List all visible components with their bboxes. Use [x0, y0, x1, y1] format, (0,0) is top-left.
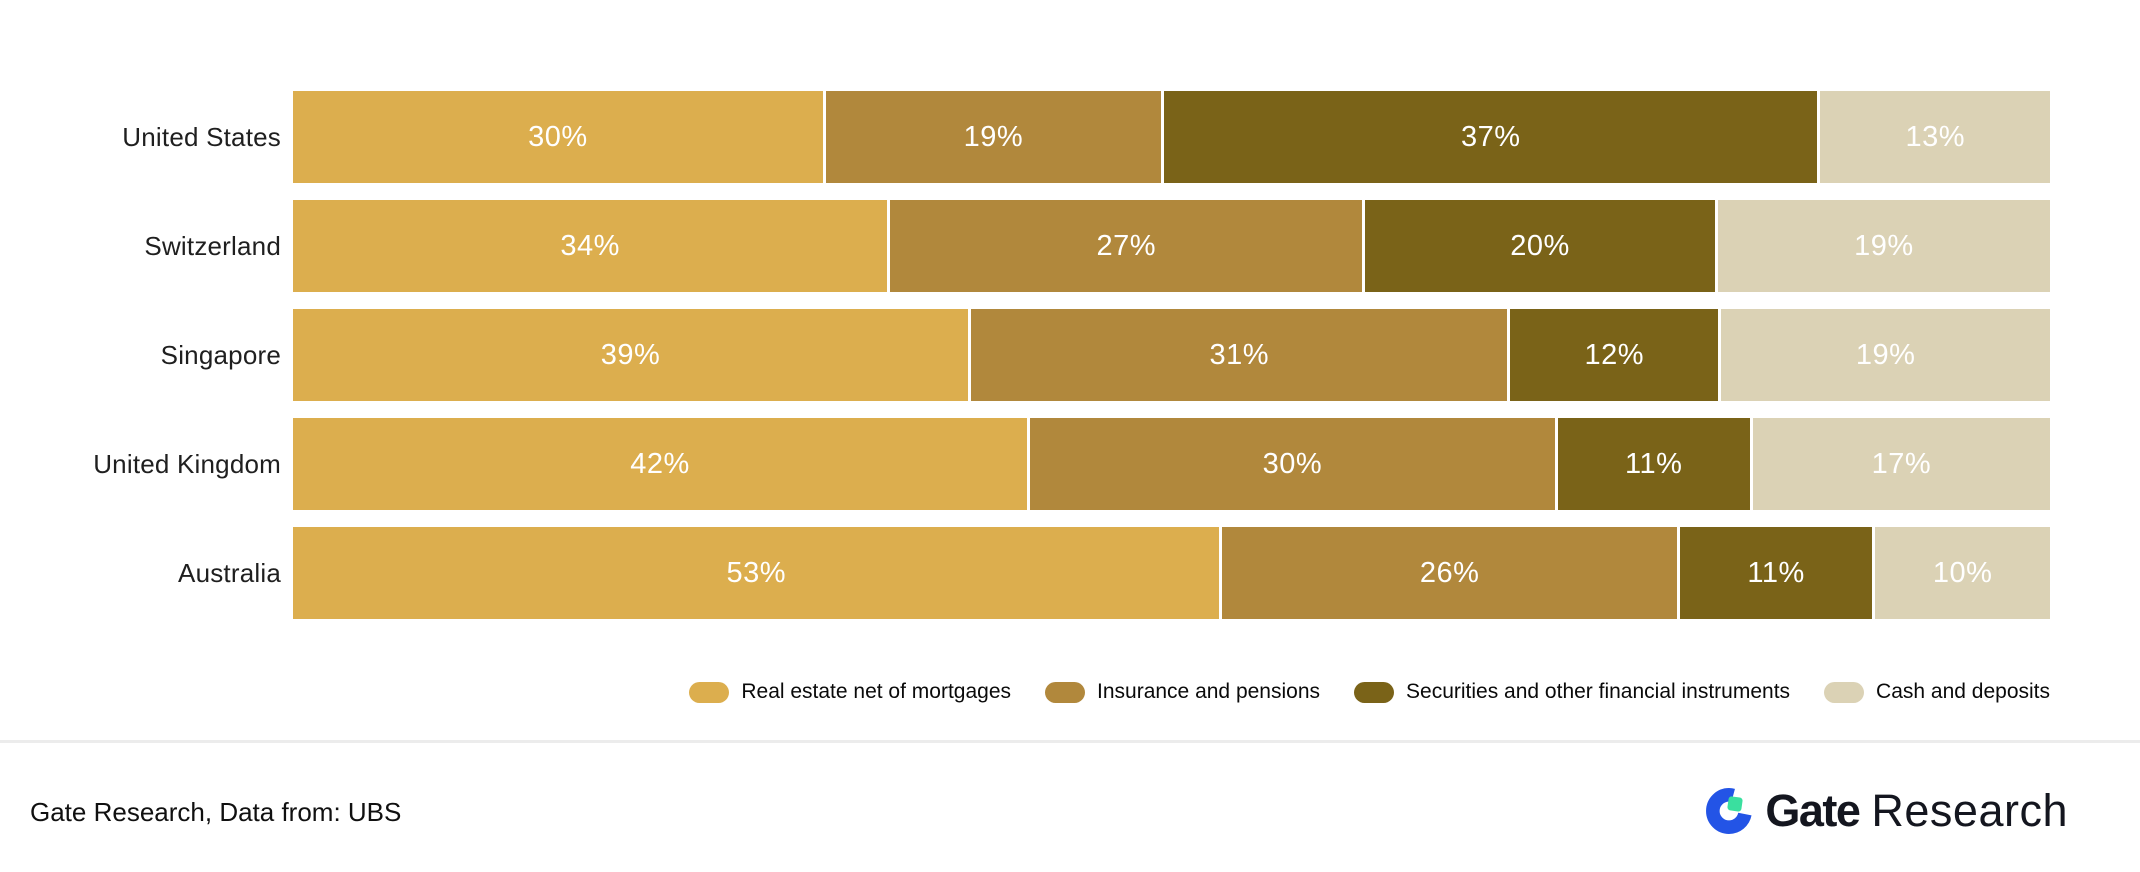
segment-value-label: 19% [1854, 229, 1914, 262]
stacked-bar-chart: United States 30% 19% 37% 13% Switzerland 34% 2… [0, 91, 2050, 636]
segment-value-label: 30% [1262, 447, 1323, 480]
stacked-bar: 42% 30% 11% 17% [293, 418, 2050, 510]
bar-segment: 19% [1721, 309, 2050, 401]
segment-value-label: 53% [726, 556, 786, 589]
legend-swatch [689, 681, 730, 703]
logo-brand-text: Gate [1765, 785, 1861, 836]
category-label: United States [122, 121, 281, 152]
legend-item: Real estate net of mortgages [689, 680, 1011, 704]
segment-value-label: 34% [560, 229, 620, 262]
legend-swatch [1354, 681, 1395, 703]
bar-segment: 19% [825, 91, 1162, 183]
legend-swatch [1045, 681, 1086, 703]
legend-item: Insurance and pensions [1045, 680, 1320, 704]
legend-item: Securities and other financial instrumen… [1354, 680, 1790, 704]
category-label: United Kingdom [93, 448, 281, 479]
chart-row: Singapore 39% 31% 12% 19% [0, 309, 2050, 401]
bar-segment: 12% [1510, 309, 1719, 401]
bar-segment: 13% [1820, 91, 2050, 183]
segment-value-label: 10% [1932, 556, 1993, 589]
stacked-bar: 39% 31% 12% 19% [293, 309, 2050, 401]
logo-suffix-text: Research [1871, 785, 2068, 836]
legend: Real estate net of mortgages Insurance an… [293, 680, 2050, 704]
segment-value-label: 20% [1510, 229, 1570, 262]
segment-value-label: 42% [630, 447, 690, 480]
category-label: Switzerland [144, 230, 281, 261]
segment-value-label: 17% [1871, 447, 1932, 480]
segment-value-label: 27% [1096, 229, 1157, 262]
legend-item: Cash and deposits [1824, 680, 2050, 704]
segment-value-label: 30% [528, 120, 588, 153]
bar-segment: 10% [1875, 527, 2050, 619]
bar-segment: 53% [293, 527, 1220, 619]
segment-value-label: 39% [600, 338, 661, 371]
source-note: Gate Research, Data from: UBS [30, 797, 402, 827]
bar-segment: 17% [1752, 418, 2050, 510]
segment-value-label: 13% [1905, 120, 1965, 153]
bar-segment: 27% [890, 200, 1363, 292]
gate-research-logo: Gate Research [1705, 785, 2068, 837]
segment-value-label: 37% [1461, 120, 1521, 153]
bar-segment: 30% [1030, 418, 1555, 510]
legend-swatch [1824, 681, 1865, 703]
chart-row: Switzerland 34% 27% 20% 19% [0, 200, 2050, 292]
stacked-bar: 34% 27% 20% 19% [293, 200, 2050, 292]
segment-value-label: 12% [1584, 338, 1645, 371]
segment-value-label: 31% [1209, 338, 1269, 371]
bar-segment: 34% [293, 200, 888, 292]
segment-value-label: 19% [1855, 338, 1916, 371]
footer-divider [0, 740, 2140, 743]
bar-segment: 30% [293, 91, 823, 183]
segment-value-label: 26% [1419, 556, 1480, 589]
bar-segment: 39% [293, 309, 968, 401]
bar-segment: 11% [1557, 418, 1750, 510]
chart-row: United Kingdom 42% 30% 11% 17% [0, 418, 2050, 510]
legend-label: Real estate net of mortgages [741, 680, 1012, 703]
gate-logo-icon [1706, 788, 1753, 834]
legend-label: Securities and other financial instrumen… [1406, 680, 1791, 703]
bar-segment: 11% [1679, 527, 1873, 619]
bar-segment: 20% [1365, 200, 1715, 292]
legend-label: Insurance and pensions [1097, 680, 1321, 703]
bar-segment: 31% [970, 309, 1508, 401]
category-label: Singapore [160, 339, 281, 370]
bar-segment: 19% [1717, 200, 2050, 292]
chart-row: United States 30% 19% 37% 13% [0, 91, 2050, 183]
stacked-bar: 53% 26% 11% 10% [293, 527, 2050, 619]
stacked-bar: 30% 19% 37% 13% [293, 91, 2050, 183]
bar-segment: 37% [1164, 91, 1818, 183]
category-label: Australia [178, 557, 281, 588]
bar-segment: 26% [1222, 527, 1677, 619]
bar-segment: 42% [293, 418, 1028, 510]
segment-value-label: 11% [1625, 447, 1683, 480]
segment-value-label: 19% [963, 120, 1024, 153]
chart-row: Australia 53% 26% 11% 10% [0, 527, 2050, 619]
legend-label: Cash and deposits [1876, 680, 2050, 703]
segment-value-label: 11% [1747, 556, 1805, 589]
